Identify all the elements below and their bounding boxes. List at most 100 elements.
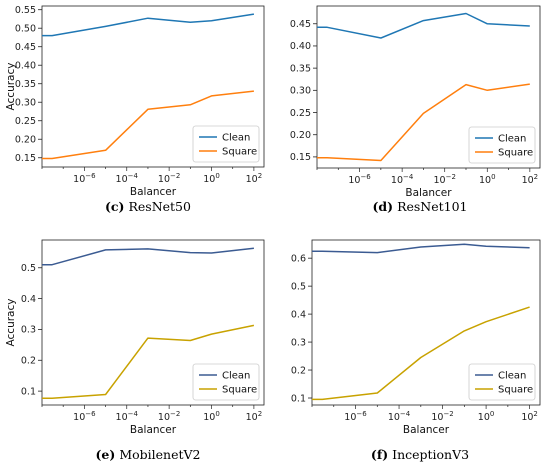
- y-tick-label: 0.30: [290, 86, 311, 97]
- x-tick-exponent: −2: [170, 172, 180, 180]
- plot-frame: [41, 239, 265, 406]
- legend-label-square: Square: [222, 385, 257, 396]
- x-tick-exponent: 2: [258, 410, 262, 418]
- x-tick-exponent: −4: [400, 410, 411, 418]
- x-tick-label: 100: [203, 410, 220, 423]
- caption-title: InceptionV3: [392, 447, 469, 462]
- plot-frame: [311, 239, 541, 406]
- plot-frame: [316, 5, 541, 169]
- legend-box: [192, 363, 260, 401]
- x-tick-label: 100: [478, 410, 495, 423]
- x-tick-base: 10: [116, 412, 128, 423]
- x-tick-label: 102: [522, 173, 539, 186]
- y-tick-label: 0.3: [291, 337, 306, 348]
- x-tick-base: 10: [203, 174, 215, 185]
- caption-title: MobilenetV2: [119, 447, 200, 462]
- legend-label-square: Square: [498, 148, 533, 159]
- x-tick-base: 10: [522, 175, 534, 186]
- x-tick-base: 10: [73, 412, 85, 423]
- caption-letter: (c): [105, 199, 124, 214]
- y-tick-label: 0.1: [291, 393, 306, 404]
- x-tick-label: 10−6: [344, 410, 367, 423]
- y-tick-label: 0.40: [15, 61, 36, 72]
- series-line-square: [42, 324, 255, 399]
- series-line-clean: [42, 13, 255, 37]
- y-tick-label: 0.35: [15, 79, 36, 90]
- y-tick-label: 0.20: [15, 135, 36, 146]
- legend-box: [192, 125, 260, 163]
- x-tick-exponent: 2: [534, 173, 538, 181]
- y-axis-title: Accuracy: [5, 63, 17, 111]
- x-tick-label: 100: [479, 173, 496, 186]
- panel-caption: (e) MobilenetV2: [96, 447, 201, 462]
- x-tick-exponent: 2: [258, 172, 262, 180]
- y-tick-label: 0.25: [290, 108, 311, 119]
- panel-inceptionv3: 0.10.20.30.40.50.610−6 10−4 10−2 100 102Bala…: [291, 239, 541, 462]
- y-tick-label: 0.15: [290, 152, 311, 163]
- x-tick-label: 10−2: [158, 172, 180, 185]
- y-tick-label: 0.35: [290, 63, 311, 74]
- legend: Clean Square: [192, 125, 260, 163]
- legend-box: [468, 126, 536, 164]
- x-tick-base: 10: [478, 412, 490, 423]
- x-tick-label: 10−2: [433, 173, 455, 186]
- legend-label-clean: Clean: [498, 371, 526, 382]
- x-tick-exponent: −4: [128, 172, 139, 180]
- y-axis-title: Accuracy: [5, 299, 17, 347]
- panel-mobilenetv2: 0.10.20.30.40.510−6 10−4 10−2 100 102Balance…: [5, 239, 265, 462]
- y-tick-label: 0.40: [290, 41, 311, 52]
- x-tick-label: 10−4: [116, 172, 139, 185]
- y-tick-label: 0.15: [15, 153, 36, 164]
- y-tick-label: 0.55: [15, 5, 36, 16]
- x-tick-exponent: −6: [85, 172, 96, 180]
- x-tick-label: 10−4: [388, 410, 411, 423]
- y-tick-label: 0.5: [291, 281, 306, 292]
- x-tick-label: 102: [521, 410, 538, 423]
- y-tick-label: 0.45: [290, 19, 311, 30]
- series-line-square: [42, 90, 254, 160]
- x-axis-title: Balancer: [130, 424, 177, 436]
- x-tick-base: 10: [344, 412, 356, 423]
- legend-label-clean: Clean: [222, 133, 250, 144]
- x-tick-exponent: −2: [443, 410, 453, 418]
- x-tick-exponent: 2: [533, 410, 537, 418]
- x-tick-exponent: 0: [215, 172, 219, 180]
- x-tick-base: 10: [348, 175, 360, 186]
- series-line-square: [317, 83, 530, 162]
- panel-caption: (c) ResNet50: [105, 199, 191, 214]
- x-tick-label: 10−2: [158, 410, 180, 423]
- y-tick-label: 0.2: [291, 365, 306, 376]
- y-tick-label: 0.2: [21, 356, 36, 367]
- x-tick-label: 10−4: [391, 173, 414, 186]
- x-tick-base: 10: [246, 174, 258, 185]
- panel-resnet50: 0.150.200.250.300.350.400.450.500.5510−6…: [5, 5, 265, 214]
- series-line-square: [312, 306, 530, 401]
- x-axis-title: Balancer: [405, 187, 452, 199]
- caption-letter: (d): [372, 199, 393, 214]
- x-tick-label: 102: [246, 172, 263, 185]
- x-tick-label: 10−6: [73, 172, 96, 185]
- y-tick-label: 0.3: [21, 325, 36, 336]
- x-tick-label: 10−2: [431, 410, 453, 423]
- legend: Clean Square: [468, 126, 536, 164]
- series-line-clean: [312, 243, 530, 254]
- x-tick-label: 10−6: [348, 173, 371, 186]
- x-tick-exponent: 0: [490, 410, 494, 418]
- caption-title: ResNet50: [128, 199, 191, 214]
- x-tick-exponent: −6: [356, 410, 367, 418]
- y-tick-label: 0.4: [21, 294, 36, 305]
- x-tick-base: 10: [433, 175, 445, 186]
- x-tick-exponent: −6: [85, 410, 96, 418]
- y-tick-label: 0.5: [21, 263, 36, 274]
- panel-caption: (f) InceptionV3: [371, 447, 469, 462]
- x-tick-base: 10: [391, 175, 403, 186]
- caption-title: ResNet101: [397, 199, 467, 214]
- x-tick-label: 102: [246, 410, 263, 423]
- x-tick-base: 10: [431, 412, 443, 423]
- legend: Clean Square: [468, 363, 536, 401]
- caption-letter: (e): [96, 447, 116, 462]
- y-tick-label: 0.25: [15, 116, 36, 127]
- x-tick-exponent: −2: [170, 410, 180, 418]
- plot-frame: [41, 5, 265, 168]
- legend-label-clean: Clean: [222, 371, 250, 382]
